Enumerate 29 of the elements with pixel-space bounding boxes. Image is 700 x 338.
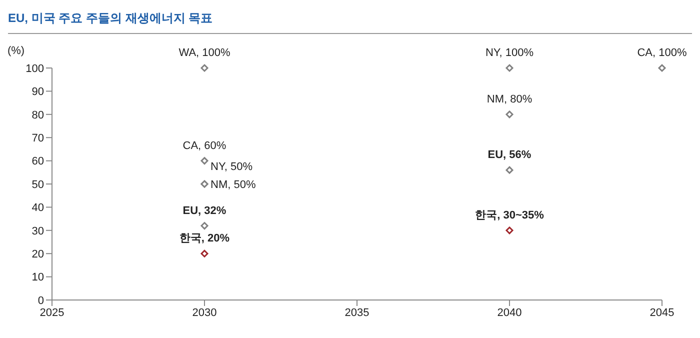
x-tick-label: 2045 [650, 306, 674, 319]
x-tick-label: 2025 [40, 306, 64, 319]
y-tick-label: 30 [32, 225, 44, 238]
y-axis-title: (%) [7, 45, 25, 57]
y-tick-label: 20 [32, 248, 44, 261]
x-tick-label: 2040 [497, 306, 522, 319]
data-label: NY, 50% [210, 161, 253, 173]
data-label: NY, 100% [485, 47, 534, 59]
y-tick-label: 60 [32, 156, 44, 168]
data-label: CA, 60% [182, 140, 226, 152]
data-label: 한국, 20% [179, 232, 230, 245]
y-tick-label: 10 [32, 272, 44, 284]
y-tick-label: 0 [38, 294, 44, 307]
x-tick-label: 2030 [192, 306, 217, 319]
y-tick-label: 80 [32, 109, 44, 122]
data-label: CA, 100% [637, 47, 687, 59]
y-tick-label: 100 [26, 62, 44, 75]
y-tick-label: 40 [32, 202, 44, 214]
data-label: 한국, 30~35% [475, 209, 544, 222]
data-label: EU, 32% [182, 204, 226, 217]
data-label: NM, 50% [210, 179, 256, 191]
y-tick-label: 90 [32, 86, 44, 98]
data-label: WA, 100% [178, 47, 230, 59]
x-tick-label: 2035 [344, 306, 370, 319]
y-tick-label: 70 [32, 132, 44, 145]
chart-title: EU, 미국 주요 주들의 재생에너지 목표 [8, 8, 692, 34]
data-label: EU, 56% [488, 149, 532, 162]
y-tick-label: 50 [32, 178, 44, 191]
data-label: NM, 80% [486, 93, 532, 106]
